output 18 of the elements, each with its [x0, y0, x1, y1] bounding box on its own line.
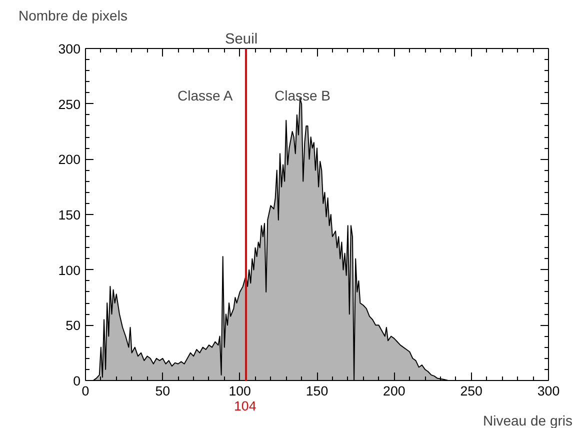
y-tick-label: 200: [58, 152, 81, 168]
annotation: Classe B: [274, 88, 331, 104]
y-tick-label: 100: [58, 262, 81, 278]
x-tick-label: 250: [460, 384, 482, 398]
annotation: Classe A: [177, 88, 234, 104]
y-axis-title: Nombre de pixels: [18, 8, 128, 24]
x-tick-label: 200: [383, 384, 406, 398]
y-tick-label: 250: [58, 96, 81, 112]
y-tick-label: 50: [66, 318, 81, 334]
x-tick-label: 150: [306, 384, 328, 398]
y-tick-label: 300: [58, 42, 81, 56]
annotation: 104: [234, 398, 257, 414]
y-tick-label: 0: [73, 374, 81, 388]
ref-line-label: Seuil: [225, 32, 258, 48]
y-tick-label: 150: [58, 208, 81, 222]
x-tick-label: 300: [537, 384, 560, 398]
x-tick-label: 100: [228, 384, 251, 398]
x-tick-label: 50: [155, 384, 170, 398]
